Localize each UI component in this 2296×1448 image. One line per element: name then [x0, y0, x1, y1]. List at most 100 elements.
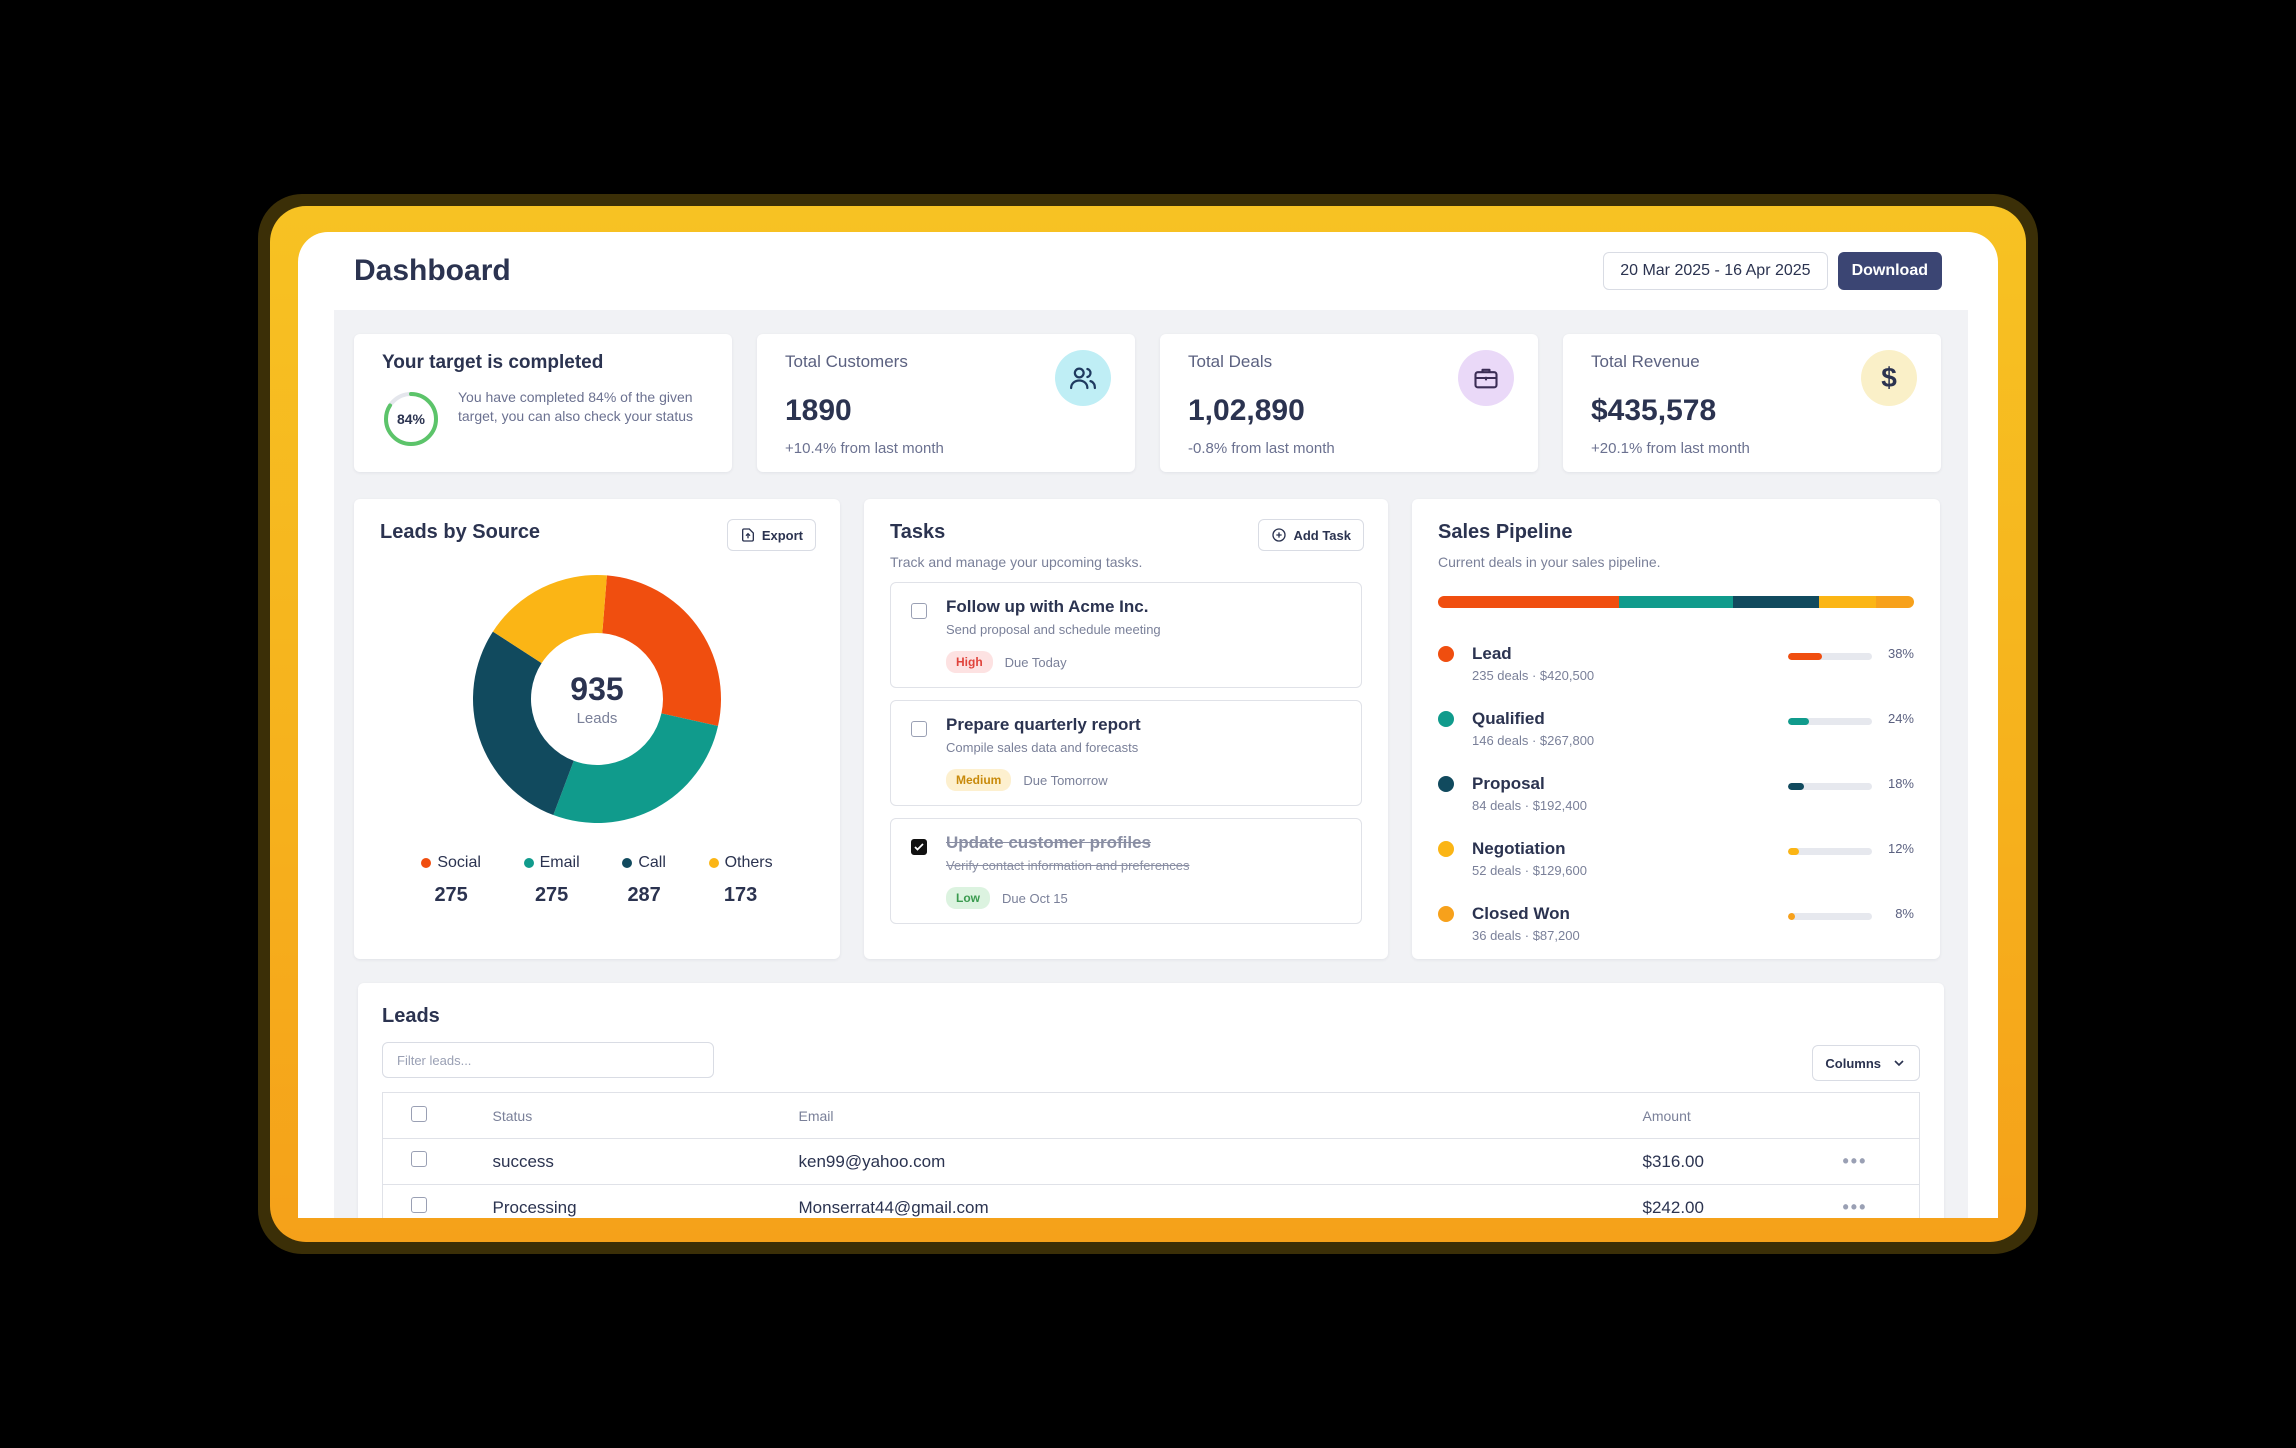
filter-leads-input[interactable]: [382, 1042, 714, 1078]
header: Dashboard 20 Mar 2025 - 16 Apr 2025 Down…: [298, 232, 1998, 310]
target-card: Your target is completed 84% You have co…: [354, 334, 732, 472]
target-description: You have completed 84% of the given targ…: [458, 389, 694, 424]
target-title: Your target is completed: [382, 352, 604, 373]
pipeline-stage: Closed Won 36 deals · $87,200 8%: [1438, 904, 1914, 943]
stat-card-revenue: Total Revenue $435,578 +20.1% from last …: [1563, 334, 1941, 472]
target-progress-ring: 84%: [382, 390, 440, 448]
task-title: Update customer profiles: [946, 833, 1151, 852]
more-options-icon[interactable]: •••: [1842, 1151, 1868, 1171]
pipeline-stage: Negotiation 52 deals · $129,600 12%: [1438, 839, 1914, 878]
export-label: Export: [761, 527, 803, 543]
legend-dot: [708, 858, 719, 868]
stage-percent: 8%: [1895, 906, 1914, 921]
download-button[interactable]: Download: [1837, 252, 1942, 290]
dollar-icon: $: [1861, 350, 1917, 406]
stage-progress-fill: [1788, 848, 1799, 855]
stage-name: Negotiation: [1472, 839, 1566, 858]
legend-item-others: Others 173: [708, 854, 773, 907]
main-content: Your target is completed 84% You have co…: [334, 310, 1968, 1218]
stage-percent: 38%: [1887, 646, 1914, 661]
stat-card-deals: Total Deals 1,02,890 -0.8% from last mon…: [1160, 334, 1538, 472]
donut-slice-social: [602, 575, 721, 727]
export-button[interactable]: Export: [726, 519, 816, 551]
leads-table-card: Leads Columns Status Email Amount: [358, 983, 1944, 1218]
stat-change: -0.8% from last month: [1188, 440, 1335, 457]
stage-progress-fill: [1788, 718, 1810, 725]
device-frame: Dashboard 20 Mar 2025 - 16 Apr 2025 Down…: [258, 194, 2038, 1254]
pipeline-subtitle: Current deals in your sales pipeline.: [1438, 554, 1661, 570]
columns-button[interactable]: Columns: [1812, 1045, 1920, 1081]
table-row: Processing Monserrat44@gmail.com $242.00…: [382, 1184, 1920, 1218]
row-checkbox[interactable]: [411, 1197, 427, 1213]
pipeline-stage: Lead 235 deals · $420,500 38%: [1438, 644, 1914, 683]
add-task-label: Add Task: [1293, 527, 1351, 543]
task-title: Prepare quarterly report: [946, 715, 1141, 734]
stage-dot: [1438, 646, 1454, 662]
stage-progress-fill: [1788, 783, 1805, 790]
donut-slice-call: [473, 631, 574, 816]
lead-email: ken99@yahoo.com: [798, 1138, 1643, 1185]
stage-percent: 18%: [1887, 776, 1914, 791]
frame-border: Dashboard 20 Mar 2025 - 16 Apr 2025 Down…: [270, 206, 2026, 1242]
stat-value: $435,578: [1591, 394, 1717, 427]
pipeline-stage-list: Lead 235 deals · $420,500 38% Qualified …: [1438, 644, 1914, 943]
stage-meta: 146 deals · $267,800: [1472, 733, 1595, 748]
select-all-checkbox[interactable]: [411, 1106, 427, 1122]
pipeline-title: Sales Pipeline: [1438, 521, 1573, 543]
pipeline-segment-negotiation: [1818, 596, 1876, 608]
pipeline-segment-lead: [1438, 596, 1619, 608]
donut-slice-email: [553, 713, 719, 823]
stage-name: Lead: [1472, 644, 1512, 663]
stage-dot: [1438, 841, 1454, 857]
lead-email: Monserrat44@gmail.com: [798, 1184, 1643, 1218]
stage-progress-fill: [1788, 913, 1796, 920]
leads-by-source-title: Leads by Source: [380, 521, 541, 543]
add-task-button[interactable]: Add Task: [1258, 519, 1364, 551]
stage-progress: [1788, 718, 1872, 725]
row-checkbox[interactable]: [411, 1151, 427, 1167]
stage-percent: 12%: [1887, 841, 1914, 856]
stage-progress: [1788, 913, 1872, 920]
task-checkbox[interactable]: [911, 603, 927, 619]
pipeline-segment-qualified: [1618, 596, 1734, 608]
task-checkbox[interactable]: [911, 839, 927, 855]
columns-label: Columns: [1825, 1055, 1881, 1071]
stage-name: Proposal: [1472, 774, 1545, 793]
table-header-row: Status Email Amount: [382, 1092, 1920, 1139]
stat-label: Total Deals: [1188, 352, 1273, 371]
stat-label: Total Customers: [785, 352, 908, 371]
more-options-icon[interactable]: •••: [1842, 1197, 1868, 1217]
legend-dot: [523, 858, 534, 868]
lead-amount: $242.00: [1642, 1184, 1843, 1218]
stage-name: Closed Won: [1472, 904, 1570, 923]
table-row: success ken99@yahoo.com $316.00 •••: [382, 1138, 1920, 1185]
task-checkbox[interactable]: [911, 721, 927, 737]
pipeline-stacked-bar: [1438, 596, 1914, 608]
stat-value: 1,02,890: [1188, 394, 1305, 427]
task-description: Compile sales data and forecasts: [946, 740, 1139, 755]
pipeline-stage: Qualified 146 deals · $267,800 24%: [1438, 709, 1914, 748]
task-description: Verify contact information and preferenc…: [946, 858, 1190, 873]
legend-label: Email: [539, 854, 580, 871]
export-icon: [741, 528, 754, 542]
check-icon: [914, 843, 924, 851]
pipeline-segment-closed-won: [1875, 596, 1914, 608]
tasks-subtitle: Track and manage your upcoming tasks.: [890, 554, 1143, 570]
column-header-amount[interactable]: Amount: [1642, 1092, 1843, 1139]
column-header-email[interactable]: Email: [798, 1092, 1643, 1139]
stat-card-customers: Total Customers 1890 +10.4% from last mo…: [757, 334, 1135, 472]
priority-badge: Medium: [946, 769, 1012, 791]
task-description: Send proposal and schedule meeting: [946, 622, 1161, 637]
stage-progress: [1788, 653, 1872, 660]
stat-value: 1890: [785, 394, 852, 427]
column-header-status[interactable]: Status: [492, 1092, 799, 1139]
leads-table: Status Email Amount success ken99@yahoo.…: [382, 1092, 1920, 1218]
stage-progress: [1788, 783, 1872, 790]
date-range-picker[interactable]: 20 Mar 2025 - 16 Apr 2025: [1603, 252, 1828, 290]
legend-label: Others: [724, 854, 773, 871]
task-due: Due Tomorrow: [1023, 772, 1108, 788]
briefcase-icon: [1458, 350, 1514, 406]
stage-dot: [1438, 776, 1454, 792]
legend-item-call: Call 287: [622, 854, 666, 907]
legend-value: 275: [534, 884, 569, 906]
